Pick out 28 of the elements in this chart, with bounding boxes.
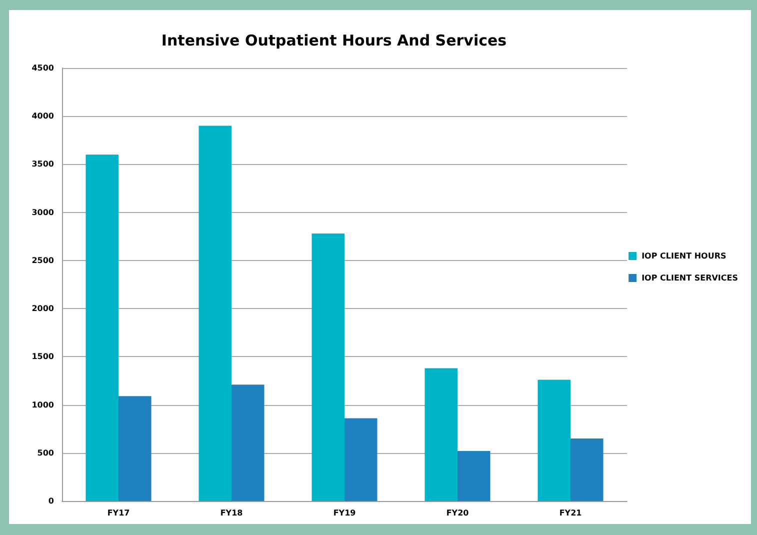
y-tick-label: 3000 — [32, 208, 54, 217]
y-tick-label: 4500 — [32, 64, 54, 72]
bar — [198, 126, 232, 501]
legend-label: IOP CLIENT HOURS — [642, 252, 726, 260]
x-tick-label: FY17 — [107, 508, 130, 518]
legend-label: IOP CLIENT SERVICES — [642, 274, 738, 282]
bar — [424, 368, 458, 501]
x-tick-label: FY20 — [446, 508, 470, 518]
bar — [118, 396, 152, 501]
y-tick-label: 1000 — [32, 400, 54, 410]
y-tick-label: 0 — [48, 496, 54, 506]
bar — [312, 234, 344, 501]
y-tick-label: 2500 — [32, 256, 54, 265]
chart-title: Intensive Outpatient Hours And Services — [161, 32, 507, 50]
y-tick-label: 2000 — [32, 304, 54, 314]
x-tick-label: FY18 — [220, 508, 244, 518]
x-tick-label: FY19 — [333, 508, 356, 518]
x-tick-label: FY21 — [559, 508, 582, 518]
y-tick-label: 4000 — [32, 112, 54, 121]
bar — [86, 154, 118, 501]
y-tick-label: 1500 — [32, 352, 54, 362]
y-tick-label: 3500 — [32, 160, 54, 169]
y-tick-label: 500 — [37, 448, 54, 458]
bar — [458, 450, 490, 501]
bar — [344, 418, 378, 501]
bar — [538, 380, 570, 501]
bar — [570, 438, 604, 501]
bar — [232, 384, 264, 501]
